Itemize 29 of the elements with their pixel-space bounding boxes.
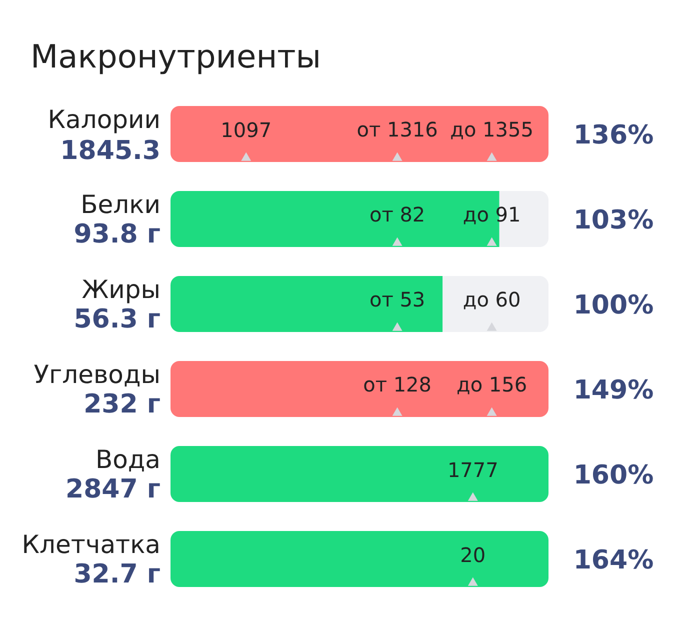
annotation: 1777 [447, 458, 498, 482]
text: 149% [573, 376, 654, 406]
annotation: 20 [460, 543, 486, 567]
text: 164% [573, 546, 654, 576]
y-tick-label: Вода [95, 445, 161, 474]
annotation: до 156 [456, 372, 528, 396]
annotation: до 1355 [450, 118, 534, 142]
text: 32.7 г [74, 560, 161, 590]
annotation: до 60 [462, 288, 521, 312]
text: 1845.3 [60, 136, 161, 166]
text: 2847 г [66, 474, 160, 504]
y-tick-label: Углеводы [34, 360, 161, 389]
annotation: от 128 [363, 372, 432, 396]
text: 56.3 г [74, 304, 161, 334]
text: 103% [573, 206, 654, 236]
annotation: от 53 [369, 288, 426, 312]
annotation: от 1316 [356, 118, 438, 142]
text: 232 г [84, 390, 161, 420]
text: 100% [573, 290, 654, 320]
text: 136% [573, 120, 654, 150]
text: 93.8 г [74, 220, 161, 250]
annotation: 1097 [220, 118, 272, 142]
chart-title: Макронутриенты [30, 38, 322, 76]
annotation: от 82 [369, 202, 426, 226]
y-tick-label: Калории [48, 105, 161, 134]
y-tick-label: Белки [80, 190, 160, 219]
text: 160% [573, 460, 654, 490]
y-tick-label: Жиры [82, 275, 161, 304]
y-tick-label: Клетчатка [22, 530, 161, 559]
